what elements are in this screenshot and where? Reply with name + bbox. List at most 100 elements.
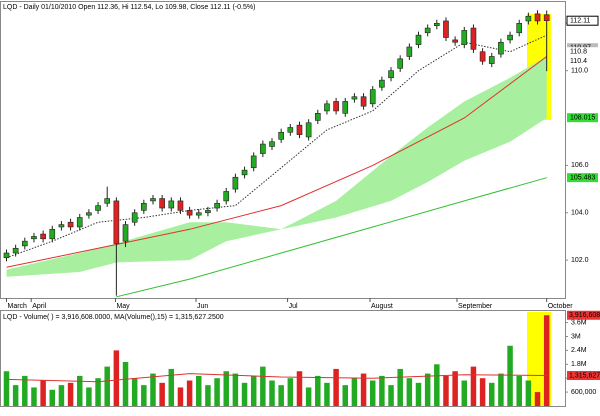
candle-body (452, 39, 458, 43)
volume-bar (470, 366, 477, 406)
volume-bar (278, 385, 284, 406)
candle-body (205, 210, 211, 214)
candle-body (12, 247, 19, 254)
x-tick-label: March (7, 303, 27, 310)
volume-bar (49, 389, 56, 406)
y-tick-label: 104.0 (571, 210, 589, 217)
candle-body (214, 202, 220, 209)
candle-body (388, 70, 394, 79)
volume-bar (369, 380, 376, 406)
y-tick-label: 3M (571, 333, 581, 340)
y-tick-label: 600,000 (571, 389, 596, 396)
candle-body (49, 229, 56, 240)
candle-body (342, 101, 349, 114)
volume-bar (22, 375, 28, 406)
x-tick-label: Jul (289, 303, 298, 310)
candle-body (269, 141, 275, 147)
volume-bar (159, 382, 165, 406)
candle-body (333, 101, 339, 112)
volume-bar (122, 361, 129, 406)
candle-body (223, 191, 230, 202)
volume-bar (534, 392, 541, 406)
volume-bar (342, 385, 349, 406)
volume-bar (315, 375, 321, 406)
y-tick-label: 1.8M (571, 361, 587, 368)
volume-bar (205, 385, 211, 406)
candle-body (31, 236, 37, 240)
y-tick-label: 3.6M (571, 319, 587, 326)
price-label-box (567, 56, 598, 66)
price-label: 1,315,627 (569, 372, 600, 379)
volume-bar (150, 373, 156, 406)
ichimoku-cloud (6, 56, 547, 277)
chart-title: LQD - Daily 01/10/2010 Open 112.36, Hi 1… (3, 4, 255, 11)
volume-bar (516, 375, 522, 406)
price-label-box (566, 15, 599, 26)
candle-body (260, 143, 266, 154)
volume-bar (232, 373, 239, 406)
volume-frame (0, 310, 566, 407)
candle-body (324, 103, 330, 112)
volume-bar (397, 368, 403, 406)
candle-body (113, 200, 120, 244)
price-label: 105.483 (570, 174, 595, 181)
volume-bar (250, 375, 257, 406)
volume-bar (443, 375, 449, 406)
volume-bar (287, 378, 294, 406)
volume-bar (113, 350, 120, 406)
candle-body (498, 41, 504, 55)
candle-body (305, 122, 312, 138)
volume-bar (461, 380, 468, 406)
candle-body (543, 14, 550, 22)
candle-body (534, 13, 541, 22)
volume-bar (415, 382, 422, 406)
volume-bar (379, 375, 385, 406)
volume-bar (76, 375, 83, 406)
volume-bar (296, 371, 303, 406)
candle-body (296, 124, 303, 135)
volume-bar (360, 373, 367, 406)
candle-body (168, 200, 175, 209)
candle-body (443, 20, 449, 38)
x-tick-label: October (548, 303, 574, 310)
x-tick-label: August (371, 303, 393, 310)
volume-bar (95, 378, 101, 406)
candle-body (525, 15, 532, 22)
volume-ma (6, 373, 547, 383)
candle-body (241, 169, 248, 176)
volume-bar (351, 378, 358, 406)
volume-bar (525, 380, 532, 406)
candle-body (369, 89, 376, 105)
volume-bar (58, 385, 65, 406)
volume-bar (186, 380, 193, 406)
candle-body (177, 200, 184, 211)
y-tick-label: 2.4M (571, 347, 587, 354)
volume-bar (479, 378, 486, 406)
price-label: 108.015 (570, 115, 595, 122)
y-tick-label: 106.0 (571, 162, 589, 169)
candle-body (95, 205, 101, 211)
price-label: 110.8 (570, 49, 587, 56)
candle-body (287, 127, 294, 133)
volume-bar (452, 371, 458, 406)
volume-bar (241, 382, 248, 406)
volume-bar (388, 385, 394, 406)
candle-body (406, 46, 413, 57)
price-label: 112.11 (570, 18, 590, 25)
volume-bar (196, 375, 202, 406)
candle-body (351, 96, 358, 100)
volume-bar (489, 382, 495, 406)
moving-average (6, 56, 547, 268)
volume-bar (507, 345, 513, 406)
price-label-box (567, 173, 598, 183)
candle-body (507, 34, 513, 41)
volume-bar (177, 387, 184, 406)
x-tick-label: May (116, 303, 130, 310)
candle-body (58, 224, 65, 228)
x-tick-label: Jun (197, 303, 208, 310)
x-tick-label: September (458, 303, 493, 310)
candle-body (67, 221, 74, 228)
candle-body (461, 30, 468, 45)
candle-body (250, 155, 257, 169)
